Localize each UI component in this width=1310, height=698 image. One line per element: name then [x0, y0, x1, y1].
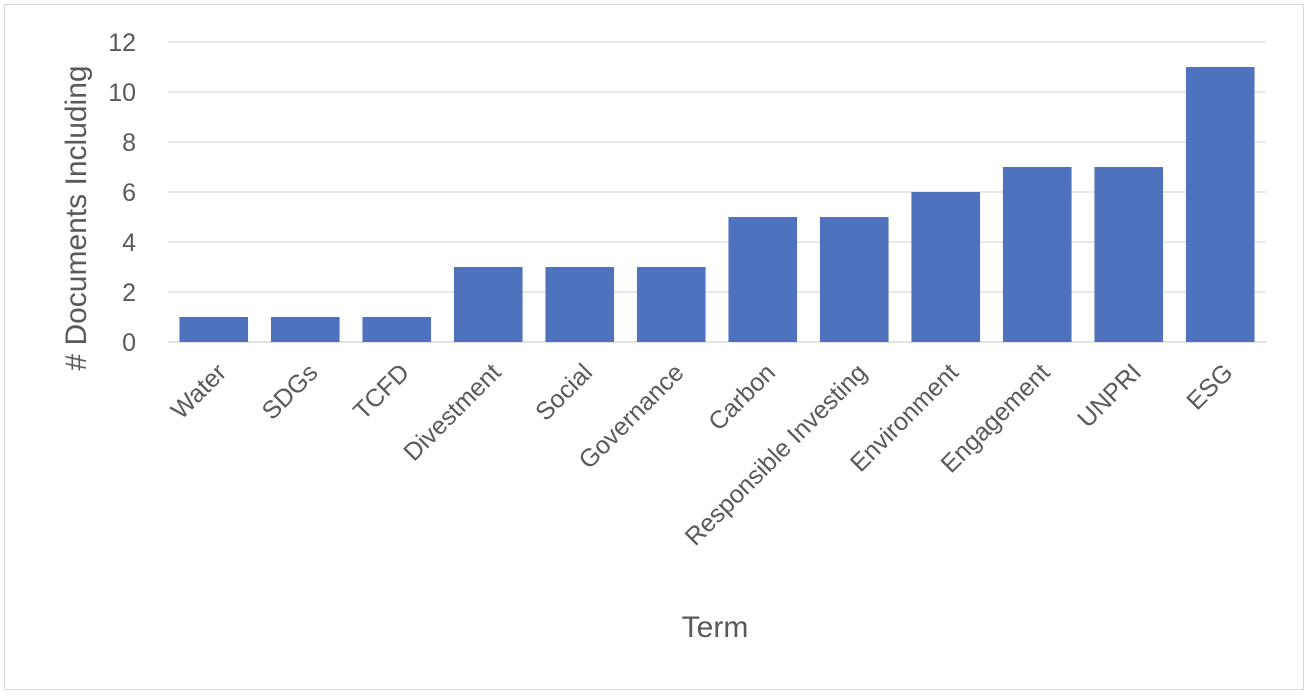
x-tick-label: Divestment [398, 358, 506, 466]
bar [270, 317, 340, 342]
y-tick-label: 6 [122, 179, 136, 207]
x-tick-label: Carbon [703, 358, 781, 436]
bar [453, 267, 523, 342]
y-tick-label: 0 [122, 329, 136, 357]
gridlines [168, 41, 1266, 343]
x-tick-label: Water [166, 358, 232, 424]
y-tick-label: 2 [122, 279, 136, 307]
y-tick-label: 10 [108, 79, 136, 107]
bars [179, 67, 1255, 342]
bar [636, 267, 706, 342]
bar [1185, 67, 1255, 342]
bar [1094, 167, 1164, 342]
chart-frame [4, 4, 1304, 690]
bar [362, 317, 432, 342]
bar [728, 217, 798, 342]
bar [179, 317, 249, 342]
bar [1002, 167, 1072, 342]
x-tick-label: SDGs [257, 358, 324, 425]
y-tick-label: 4 [122, 229, 136, 257]
bar [545, 267, 615, 342]
y-tick-label: 12 [108, 29, 136, 57]
y-tick-label: 8 [122, 129, 136, 157]
x-tick-label: ESG [1181, 358, 1238, 415]
bar [819, 217, 889, 342]
x-axis-title: Term [682, 611, 749, 644]
x-tick-label: Social [530, 358, 598, 426]
x-tick-label: TCFD [348, 358, 415, 425]
y-axis-title: # Documents Including [60, 65, 93, 370]
y-tick-labels: 0 2 4 6 8 10 12 [108, 29, 136, 357]
x-tick-label: UNPRI [1072, 358, 1147, 433]
x-tick-label: Responsible Investing [680, 358, 873, 551]
bar [911, 192, 981, 342]
